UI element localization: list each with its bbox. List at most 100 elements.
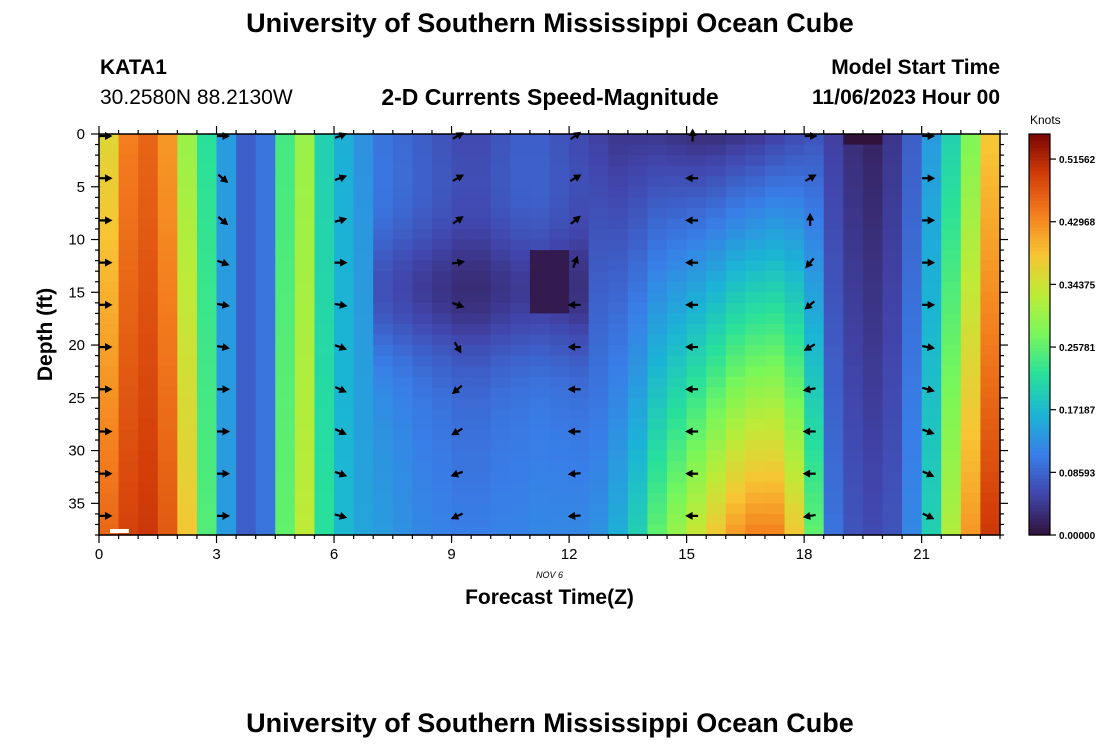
heatmap-cell — [784, 492, 805, 504]
heatmap-cell — [353, 418, 374, 431]
y-tick-label: 20 — [68, 337, 85, 354]
heatmap-cell — [804, 397, 825, 409]
heatmap-cell — [294, 376, 316, 388]
heatmap-cell — [236, 355, 257, 367]
heatmap-cell — [431, 197, 453, 209]
heatmap-cell — [510, 450, 531, 462]
heatmap-cell — [882, 260, 903, 272]
heatmap-cell — [99, 387, 120, 399]
heatmap-cell — [510, 513, 531, 526]
heatmap-cell — [138, 144, 159, 156]
heatmap-cell — [745, 271, 766, 283]
heatmap-cell — [941, 408, 962, 420]
heatmap-cell — [921, 513, 942, 526]
heatmap-cell — [667, 271, 688, 283]
heatmap-cell — [490, 408, 511, 420]
heatmap-cell — [177, 271, 198, 283]
heatmap-cell — [236, 302, 257, 314]
heatmap-cell — [667, 503, 688, 515]
heatmap-cell — [627, 450, 649, 462]
heatmap-cell — [275, 165, 296, 177]
heatmap-cell — [177, 186, 198, 198]
heatmap-cell — [157, 524, 178, 536]
heatmap-cell — [510, 471, 531, 483]
heatmap-cell — [216, 144, 237, 156]
colorbar-tick-label: 0.51562 — [1059, 155, 1096, 166]
heatmap-cell — [823, 281, 844, 293]
heatmap-cell — [471, 260, 492, 272]
heatmap-cell — [706, 313, 727, 325]
heatmap-cell — [725, 281, 746, 293]
heatmap-cell — [118, 408, 139, 420]
heatmap-cell — [118, 207, 139, 220]
heatmap-cell — [490, 471, 511, 483]
heatmap-cell — [294, 165, 316, 177]
heatmap-cell — [490, 176, 511, 188]
heatmap-cell — [902, 207, 923, 220]
heatmap-cell — [412, 471, 433, 483]
heatmap-cell — [549, 176, 570, 188]
heatmap-cell — [725, 524, 746, 536]
heatmap-cell — [392, 503, 413, 515]
heatmap-cell — [118, 186, 139, 198]
heatmap-cell — [431, 134, 453, 146]
heatmap-cell — [569, 471, 590, 483]
heatmap-cell — [843, 492, 864, 504]
heatmap-cell — [373, 334, 394, 346]
heatmap-cell — [823, 345, 844, 357]
heatmap-cell — [549, 450, 570, 462]
colorbar-segment — [1029, 484, 1050, 489]
heatmap-cell — [569, 450, 590, 462]
heatmap-cell — [529, 471, 551, 483]
heatmap-cell — [373, 461, 394, 473]
heatmap-cell — [275, 292, 296, 304]
heatmap-cell — [862, 366, 884, 378]
heatmap-cell — [960, 186, 982, 198]
colorbar-segment — [1029, 287, 1050, 292]
heatmap-cell — [608, 461, 629, 473]
heatmap-cell — [941, 239, 962, 251]
heatmap-cell — [118, 355, 139, 367]
heatmap-cell — [667, 440, 688, 452]
heatmap-cell — [314, 313, 335, 325]
heatmap-cell — [686, 239, 707, 251]
heatmap-cell — [745, 334, 766, 346]
heatmap-cell — [882, 302, 903, 314]
heatmap-cell — [118, 418, 139, 431]
heatmap-cell — [804, 524, 825, 536]
heatmap-cell — [177, 355, 198, 367]
heatmap-cell — [196, 165, 218, 177]
current-vector-head — [685, 511, 693, 520]
heatmap-cell — [745, 134, 766, 146]
heatmap-cell — [294, 482, 316, 494]
heatmap-cell — [764, 387, 786, 399]
heatmap-cell — [843, 197, 864, 209]
heatmap-cell — [921, 397, 942, 409]
heatmap-cell — [921, 197, 942, 209]
heatmap-cell — [373, 218, 394, 230]
current-vector-head — [105, 511, 113, 520]
heatmap-cell — [667, 260, 688, 272]
heatmap-cell — [647, 281, 668, 293]
heatmap-cell — [784, 239, 805, 251]
heatmap-cell — [843, 302, 864, 314]
heatmap-cell — [471, 239, 492, 251]
heatmap-cell — [941, 440, 962, 452]
heatmap-cell — [588, 345, 609, 357]
heatmap-cell — [177, 228, 198, 241]
heatmap-cell — [960, 387, 982, 399]
heatmap-cell — [353, 524, 374, 536]
colorbar-tick-label: 0.42968 — [1059, 218, 1096, 229]
heatmap-cell — [412, 155, 433, 167]
heatmap-cell — [353, 397, 374, 409]
heatmap-cell — [823, 376, 844, 388]
heatmap-cell — [177, 450, 198, 462]
heatmap-cell — [353, 207, 374, 220]
heatmap-cell — [686, 397, 707, 409]
colorbar-segment — [1029, 344, 1050, 349]
heatmap-cell — [902, 334, 923, 346]
heatmap-cell — [275, 418, 296, 431]
heatmap-cell — [236, 323, 257, 336]
heatmap-cell — [862, 165, 884, 177]
heatmap-cell — [138, 155, 159, 167]
